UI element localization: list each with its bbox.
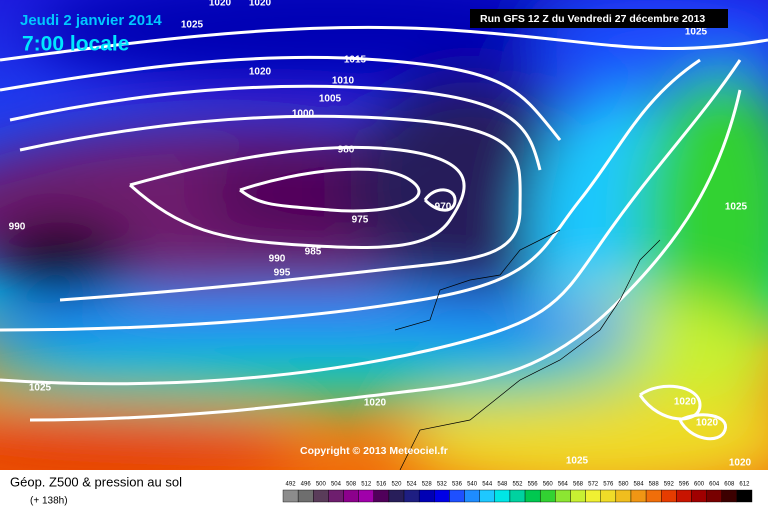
isobar-label: 985 <box>305 247 322 258</box>
isobar-label: 990 <box>9 222 26 233</box>
isobar-label: 1025 <box>725 202 748 213</box>
isobar-label: 1020 <box>674 397 697 408</box>
isobar-label: 1020 <box>729 458 752 469</box>
legend-label: 532 <box>437 482 448 488</box>
footer-title: Géop. Z500 & pression au sol <box>10 474 182 489</box>
legend-label: 552 <box>512 482 523 488</box>
legend-label: 596 <box>679 482 690 488</box>
legend-swatch <box>706 489 722 503</box>
legend-label: 604 <box>709 482 720 488</box>
isobar-label: 1020 <box>249 67 272 78</box>
legend-label: 568 <box>573 482 584 488</box>
legend-swatch <box>328 489 344 503</box>
legend-label: 512 <box>361 482 372 488</box>
isobar-label: 1005 <box>319 94 342 105</box>
legend-swatch <box>494 489 511 503</box>
legend-swatch <box>479 489 496 503</box>
legend-swatch <box>691 489 707 503</box>
isobar-label: 990 <box>269 254 286 265</box>
footer-lead: (+ 138h) <box>30 496 68 507</box>
legend-label: 492 <box>286 482 297 488</box>
legend-label: 556 <box>528 482 539 488</box>
field <box>0 0 768 470</box>
legend-label: 608 <box>724 482 735 488</box>
legend-label: 548 <box>497 482 508 488</box>
legend-swatch <box>434 489 450 503</box>
isobar-label: 995 <box>274 268 291 279</box>
legend-swatch <box>615 489 632 503</box>
legend-swatch <box>313 489 329 503</box>
isobar-label: 1025 <box>29 383 52 394</box>
isobar-label: 1020 <box>696 418 719 429</box>
isobar-label: 1015 <box>344 55 367 66</box>
legend-swatch <box>570 489 586 503</box>
legend-swatch <box>464 489 480 503</box>
legend-swatch <box>373 489 390 503</box>
legend-label: 496 <box>301 482 312 488</box>
legend-label: 572 <box>588 482 599 488</box>
legend-label: 612 <box>739 482 750 488</box>
legend-swatch <box>661 489 677 503</box>
legend-swatch <box>358 489 374 503</box>
legend-swatch <box>585 489 601 503</box>
legend-swatch <box>343 489 359 503</box>
isobar-labels: 1020 1020 1025 1020 1015 1010 1005 1000 980 975 97… <box>9 0 752 469</box>
isobar-label: 1025 <box>566 456 589 467</box>
legend-label: 528 <box>422 482 433 488</box>
legend-label: 520 <box>391 482 402 488</box>
legend-label: 580 <box>618 482 629 488</box>
legend-swatch <box>630 489 647 503</box>
legend-label: 576 <box>603 482 614 488</box>
legend-swatch <box>524 489 541 503</box>
legend-label: 560 <box>543 482 554 488</box>
legend-swatch <box>297 489 314 503</box>
legend-swatch <box>449 489 465 503</box>
isobar-label: 1010 <box>332 76 355 87</box>
legend-swatch <box>539 489 556 503</box>
legend-swatch <box>736 489 753 503</box>
legend: 492 496 500 504 508 512 516 520 524 528 532 536 540 5… <box>282 482 753 503</box>
isobar-label: 1000 <box>292 109 315 120</box>
legend-label: 584 <box>634 482 645 488</box>
legend-label: 600 <box>694 482 705 488</box>
legend-label: 588 <box>649 482 660 488</box>
legend-swatch <box>388 489 405 503</box>
isobar-label: 975 <box>352 215 369 226</box>
isobar-label: 980 <box>338 145 355 156</box>
run-box <box>470 9 728 28</box>
legend-label: 544 <box>482 482 493 488</box>
legend-label: 592 <box>664 482 675 488</box>
legend-label: 536 <box>452 482 463 488</box>
legend-label: 524 <box>407 482 418 488</box>
legend-label: 504 <box>331 482 342 488</box>
legend-swatch <box>555 489 571 503</box>
legend-label: 508 <box>346 482 357 488</box>
isobar-label: 1020 <box>364 398 387 409</box>
forecast-time: 7:00 locale <box>22 33 129 56</box>
isobar-label: 1020 <box>209 0 232 9</box>
run-info: Run GFS 12 Z du Vendredi 27 décembre 201… <box>480 13 705 25</box>
isobar-label: 1025 <box>685 27 708 38</box>
forecast-date: Jeudi 2 janvier 2014 <box>20 12 162 29</box>
legend-swatch <box>282 489 299 503</box>
legend-label: 564 <box>558 482 569 488</box>
legend-swatch <box>676 489 692 503</box>
legend-swatch <box>721 489 738 503</box>
isobar-label: 1020 <box>249 0 272 9</box>
legend-label: 500 <box>316 482 327 488</box>
isobar-label: 1025 <box>181 20 204 31</box>
legend-swatch <box>600 489 617 503</box>
legend-swatch <box>509 489 526 503</box>
legend-label: 516 <box>376 482 387 488</box>
legend-swatch <box>403 489 420 503</box>
legend-swatch <box>645 489 662 503</box>
copyright: Copyright © 2013 Meteociel.fr <box>300 445 448 457</box>
legend-swatch <box>418 489 435 503</box>
legend-label: 540 <box>467 482 478 488</box>
isobar-label: 970 <box>435 202 452 213</box>
